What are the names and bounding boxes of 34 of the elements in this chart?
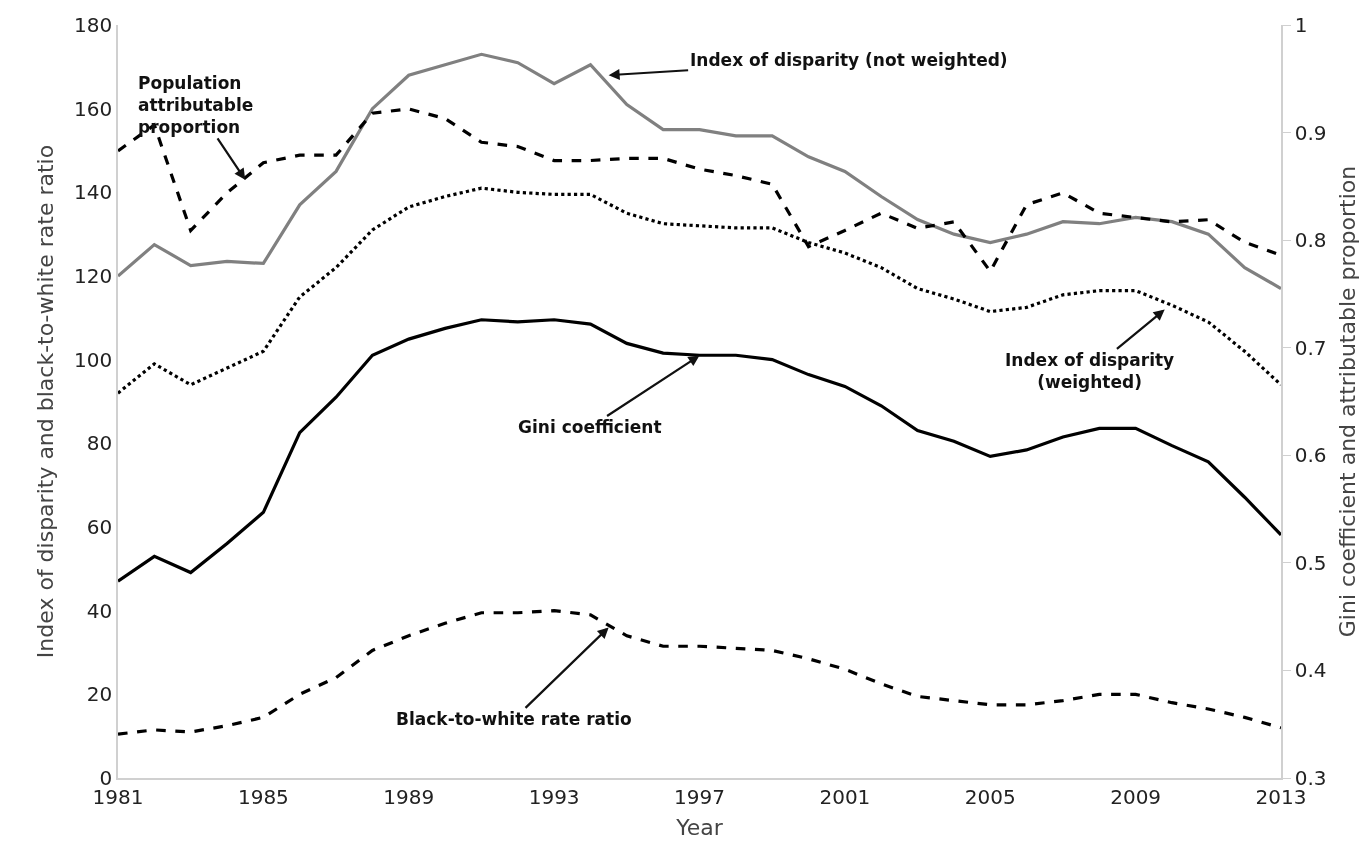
y-tick-label: 20 bbox=[86, 682, 113, 707]
annotation: Index of disparity (weighted) bbox=[1005, 350, 1175, 393]
y2-tick-label: 0.8 bbox=[1294, 228, 1327, 253]
y-tick-label: 120 bbox=[74, 264, 113, 288]
y2-axis-title: Gini coefficient and attributable proportion bbox=[1334, 165, 1360, 638]
line-series bbox=[118, 52, 1281, 291]
annotation: Gini coefficient bbox=[518, 417, 662, 437]
x-axis-title: Year bbox=[675, 815, 724, 841]
x-tick-label: 2009 bbox=[1110, 784, 1162, 809]
y2-tick-label: 1 bbox=[1294, 13, 1308, 37]
x-tick-label: 2005 bbox=[964, 784, 1016, 809]
line-series bbox=[118, 318, 1281, 583]
y-tick-label: 60 bbox=[86, 515, 113, 539]
x-tick-label: 1993 bbox=[528, 784, 580, 809]
y-tick-label: 140 bbox=[74, 180, 113, 205]
y-tick-label: 40 bbox=[86, 598, 113, 623]
y2-tick-label: 0.6 bbox=[1294, 443, 1327, 468]
y2-tick-label: 0.5 bbox=[1294, 550, 1327, 575]
x-tick-label: 1985 bbox=[237, 784, 289, 809]
x-tick-label: 2001 bbox=[819, 784, 871, 809]
y2-tick-label: 0.9 bbox=[1294, 120, 1327, 145]
y-tick-label: 100 bbox=[74, 347, 113, 372]
y2-tick-label: 0.7 bbox=[1294, 335, 1327, 360]
line-series bbox=[118, 609, 1281, 736]
x-tick-label: 1997 bbox=[674, 784, 725, 809]
y-tick-label: 160 bbox=[74, 96, 113, 121]
y-axis-title: Index of disparity and black-to-white rate ratio bbox=[33, 144, 59, 659]
y-tick-label: 180 bbox=[74, 13, 113, 37]
annotation: Black-to-white rate ratio bbox=[396, 709, 632, 729]
annotation: Population attributable proportion bbox=[138, 73, 254, 138]
y2-tick-label: 0.4 bbox=[1294, 658, 1327, 683]
x-tick-label: 1989 bbox=[383, 784, 435, 809]
y-tick-label: 80 bbox=[86, 431, 113, 456]
annotation: Index of disparity (not weighted) bbox=[690, 50, 1008, 70]
